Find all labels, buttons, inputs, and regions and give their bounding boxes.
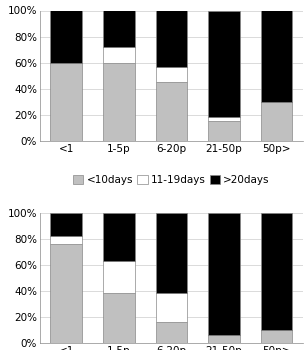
Bar <box>50 244 82 343</box>
Bar <box>103 212 135 261</box>
Bar <box>103 63 135 141</box>
Bar <box>208 335 240 343</box>
Bar <box>103 261 135 293</box>
Bar <box>155 10 187 66</box>
Bar <box>261 102 293 141</box>
Bar <box>50 63 82 141</box>
Bar <box>103 47 135 63</box>
Bar <box>261 212 293 330</box>
Bar <box>103 293 135 343</box>
Bar <box>155 212 187 293</box>
Bar <box>155 322 187 343</box>
Legend: <10days, 11-19days, >20days: <10days, 11-19days, >20days <box>73 175 270 185</box>
Bar <box>261 330 293 343</box>
Bar <box>50 10 82 63</box>
Bar <box>103 10 135 47</box>
Bar <box>155 293 187 322</box>
Bar <box>208 117 240 121</box>
Bar <box>155 82 187 141</box>
Bar <box>155 66 187 82</box>
Bar <box>208 10 240 117</box>
Bar <box>50 212 82 236</box>
Bar <box>208 121 240 141</box>
Bar <box>50 236 82 244</box>
Bar <box>261 10 293 102</box>
Bar <box>208 212 240 335</box>
